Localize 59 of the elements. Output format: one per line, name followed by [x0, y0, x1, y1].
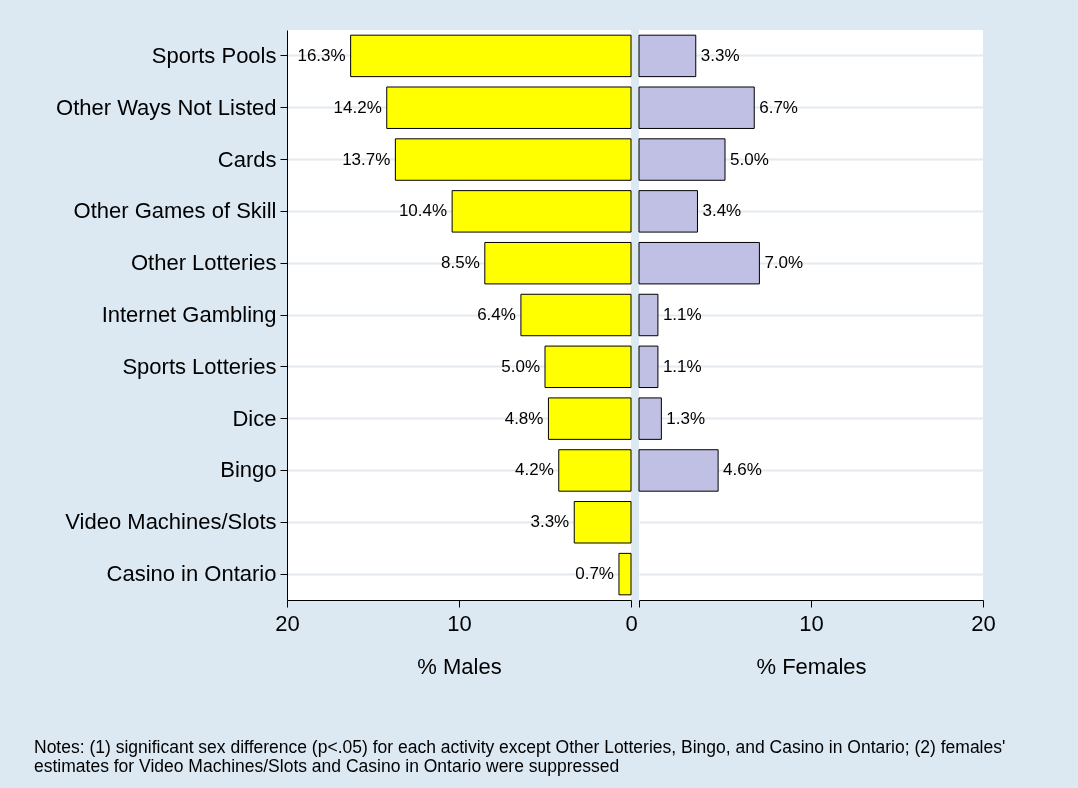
bar: [638, 138, 726, 181]
bar: [520, 293, 632, 337]
data-label: 3.3%: [700, 45, 740, 65]
y-tick-label: Video Machines/Slots: [65, 509, 277, 535]
x-axis-title: % Females: [756, 653, 867, 679]
x-tick-label: 0: [625, 610, 638, 636]
bar: [547, 397, 632, 440]
data-label: 7.0%: [764, 253, 804, 273]
bar: [638, 449, 719, 492]
bar: [638, 397, 662, 440]
data-label: 3.4%: [702, 201, 742, 221]
data-label: 13.7%: [342, 149, 391, 169]
data-label: 4.2%: [515, 460, 554, 480]
bar: [558, 449, 632, 492]
y-tick-label: Sports Lotteries: [122, 353, 277, 379]
bar: [573, 501, 632, 544]
bar: [350, 34, 632, 78]
data-label: 3.3%: [530, 512, 570, 532]
bar: [638, 241, 760, 285]
data-label: 1.3%: [666, 408, 706, 428]
data-label: 4.8%: [504, 408, 544, 428]
bar: [394, 138, 632, 181]
bar: [638, 190, 698, 233]
bar: [451, 190, 632, 233]
y-tick-label: Dice: [232, 405, 277, 431]
data-label: 16.3%: [297, 45, 346, 65]
bar: [638, 345, 659, 389]
text: Notes: (1) significant sex difference (p<.05) for each activity except Other Lotteries, Bingo, and Casino in Ontario; (2) females' estimates for Video Machines/Slots and Casino in Ontario were suppressed: [34, 737, 1007, 776]
bar: [638, 293, 659, 337]
data-label: 0.7%: [575, 564, 614, 584]
bar: [544, 345, 632, 389]
y-tick-label: Other Games of Skill: [73, 198, 277, 224]
x-tick-label: 20: [275, 610, 300, 636]
data-label: 1.1%: [662, 356, 702, 376]
data-label: 14.2%: [333, 97, 382, 117]
y-tick-label: Internet Gambling: [101, 302, 277, 327]
x-axis-title: % Males: [417, 653, 502, 679]
data-label: 8.5%: [441, 253, 480, 273]
x-tick-label: 10: [799, 610, 824, 636]
x-tick-label: 10: [447, 610, 472, 636]
y-tick-label: Other Lotteries: [130, 250, 277, 276]
y-tick-label: Cards: [217, 146, 277, 172]
data-label: 1.1%: [662, 305, 702, 324]
y-tick-label: Bingo: [220, 457, 277, 483]
y-tick-label: Sports Pools: [151, 42, 277, 68]
data-label: 4.6%: [723, 460, 762, 480]
bar: [638, 34, 697, 78]
bar: [638, 86, 755, 129]
x-tick-label: 20: [971, 610, 996, 636]
bar: [618, 552, 632, 596]
data-label: 6.7%: [759, 97, 798, 117]
data-label: 10.4%: [398, 201, 448, 221]
data-label: 5.0%: [730, 149, 769, 169]
bar: [386, 86, 632, 129]
y-tick-label: Other Ways Not Listed: [56, 94, 277, 120]
y-tick-label: Casino in Ontario: [106, 561, 277, 587]
bar: [484, 241, 632, 285]
data-label: 6.4%: [477, 305, 516, 324]
data-label: 5.0%: [501, 356, 540, 376]
